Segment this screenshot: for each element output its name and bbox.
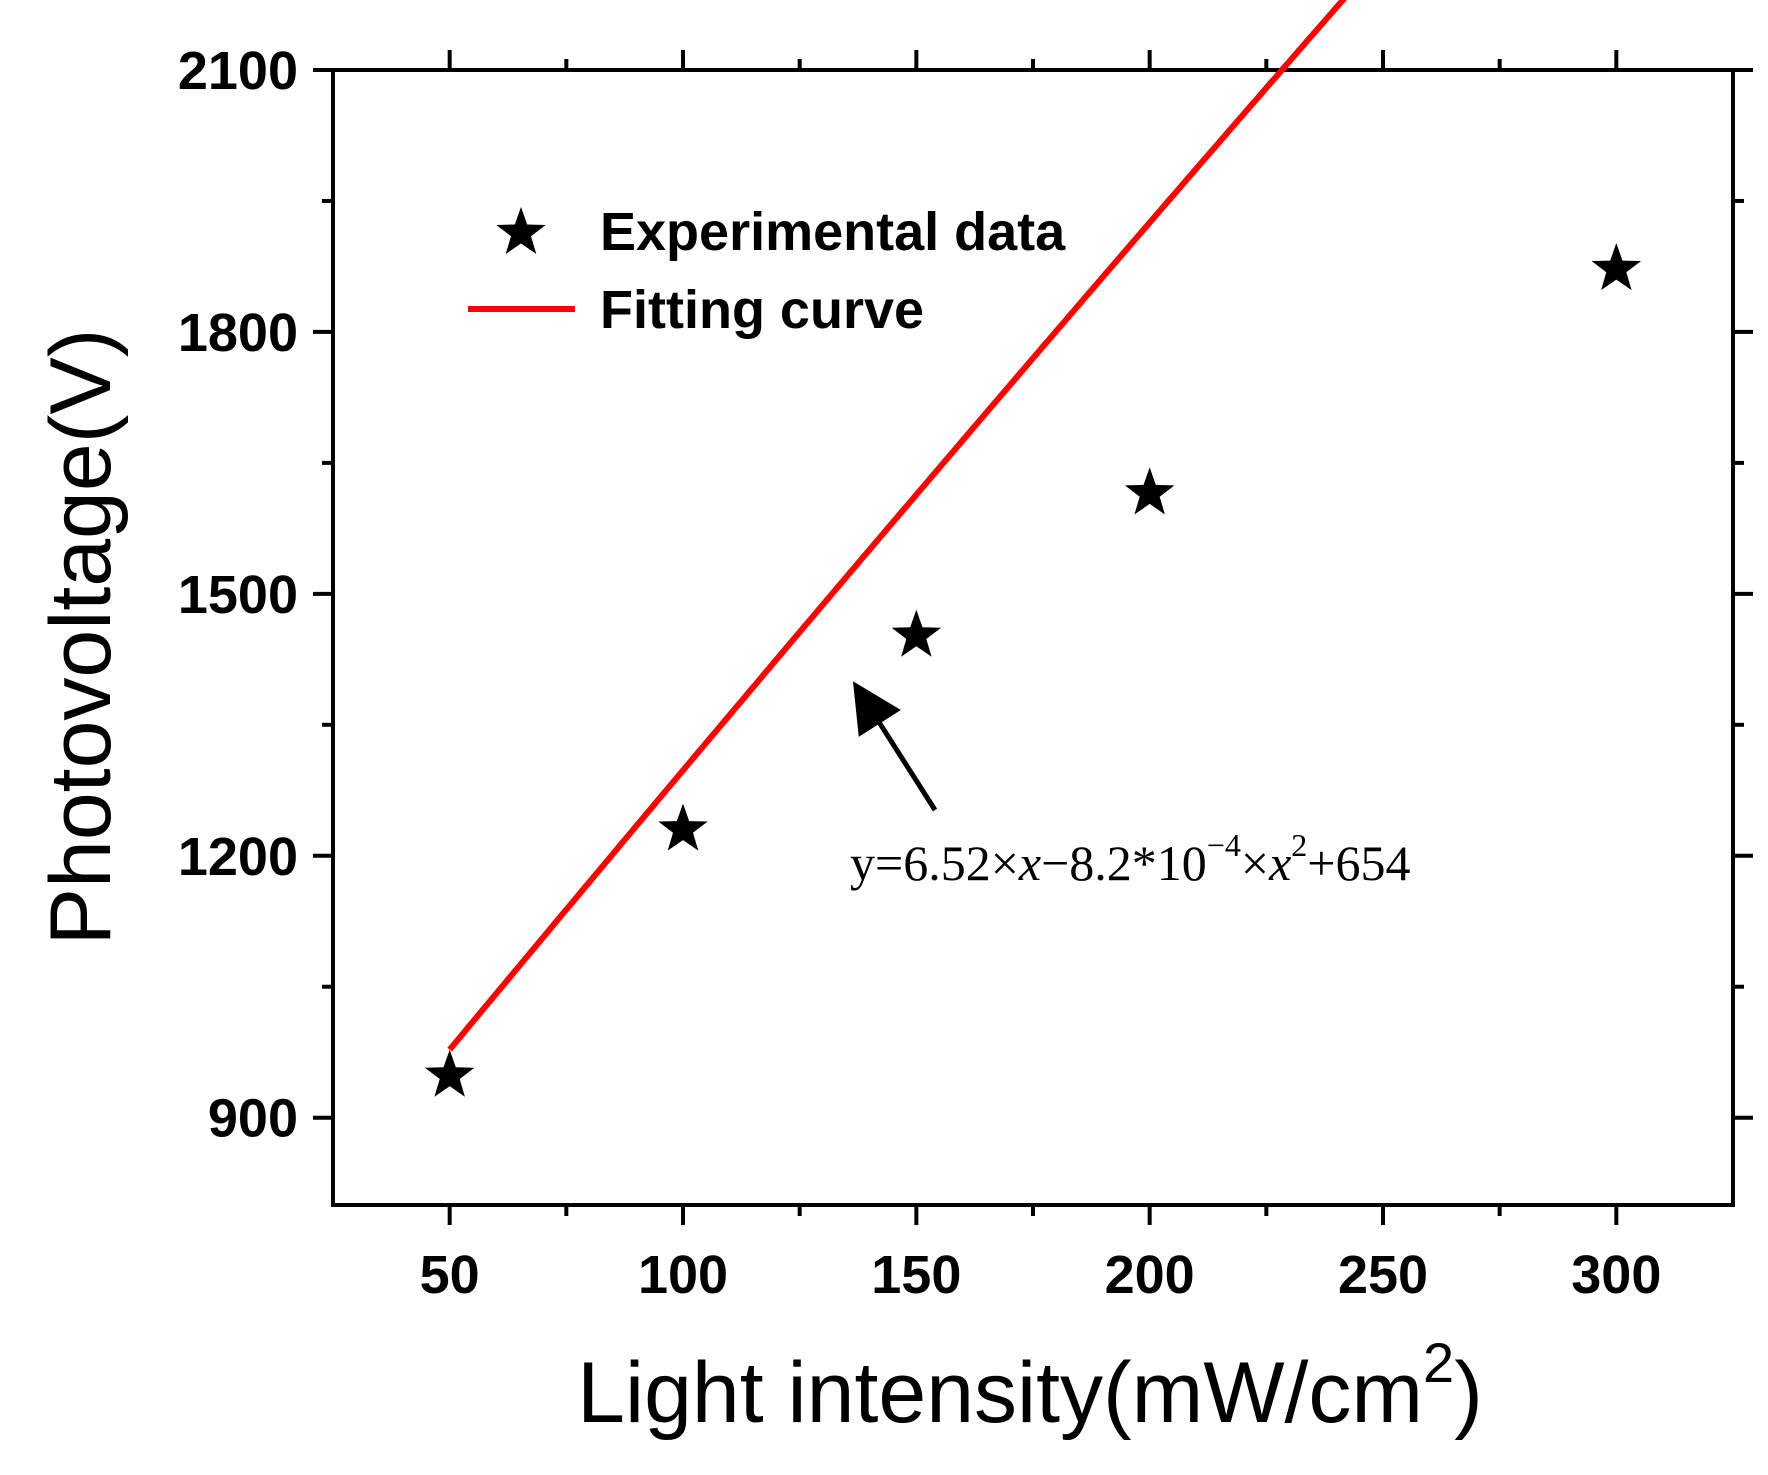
experimental-point <box>1124 467 1175 515</box>
fitting-curve-line <box>447 0 1347 1052</box>
experimental-point <box>658 803 708 851</box>
x-axis-title-sup: 2 <box>1423 1331 1454 1394</box>
x-tick-label: 150 <box>871 1245 961 1305</box>
eq-tail: +654 <box>1307 835 1410 891</box>
experimental-point <box>891 609 942 657</box>
x-tick-label: 250 <box>1338 1245 1428 1305</box>
experimental-point <box>424 1049 475 1097</box>
experimental-data-points <box>424 243 1642 1097</box>
y-tick-label: 900 <box>208 1089 298 1149</box>
experimental-point <box>1591 243 1642 291</box>
legend-star-icon <box>496 207 546 254</box>
y-tick-label: 1200 <box>178 827 298 887</box>
y-tick-label: 2100 <box>178 41 298 101</box>
equation-annotation: y=6.52×x−8.2*10−4×x2+654 <box>850 681 1410 891</box>
legend-label-experimental: Experimental data <box>600 202 1066 262</box>
x-axis-title: Light intensity(mW/cm2) <box>577 1331 1483 1441</box>
x-tick-label: 300 <box>1571 1245 1661 1305</box>
legend: Experimental data Fitting curve <box>468 202 1066 340</box>
legend-label-fitting: Fitting curve <box>600 280 924 340</box>
eq-exp: −4 <box>1207 827 1241 863</box>
y-tick-label: 1800 <box>178 303 298 363</box>
eq-times: × <box>1241 835 1269 891</box>
x-axis-title-close: ) <box>1454 1345 1483 1441</box>
eq-sq: 2 <box>1291 827 1307 863</box>
eq-x1: x <box>1018 835 1041 891</box>
x-tick-labels: 50 100 150 200 250 300 <box>420 1245 1662 1305</box>
annotation-arrow <box>852 681 938 812</box>
eq-x2: x <box>1268 835 1291 891</box>
x-tick-label: 50 <box>420 1245 480 1305</box>
x-tick-label: 100 <box>638 1245 728 1305</box>
x-axis-title-main: Light intensity(mW/cm <box>577 1345 1423 1441</box>
axis-ticks <box>313 50 1753 1225</box>
eq-mid: −8.2*10 <box>1041 835 1207 891</box>
y-tick-label: 1500 <box>178 565 298 625</box>
equation-text: y=6.52×x−8.2*10−4×x2+654 <box>850 827 1410 891</box>
y-axis-title: Photovoltage(V) <box>33 329 129 946</box>
x-tick-label: 200 <box>1105 1245 1195 1305</box>
eq-y: y=6.52× <box>850 835 1019 891</box>
y-tick-labels: 900 1200 1500 1800 2100 <box>178 41 298 1149</box>
